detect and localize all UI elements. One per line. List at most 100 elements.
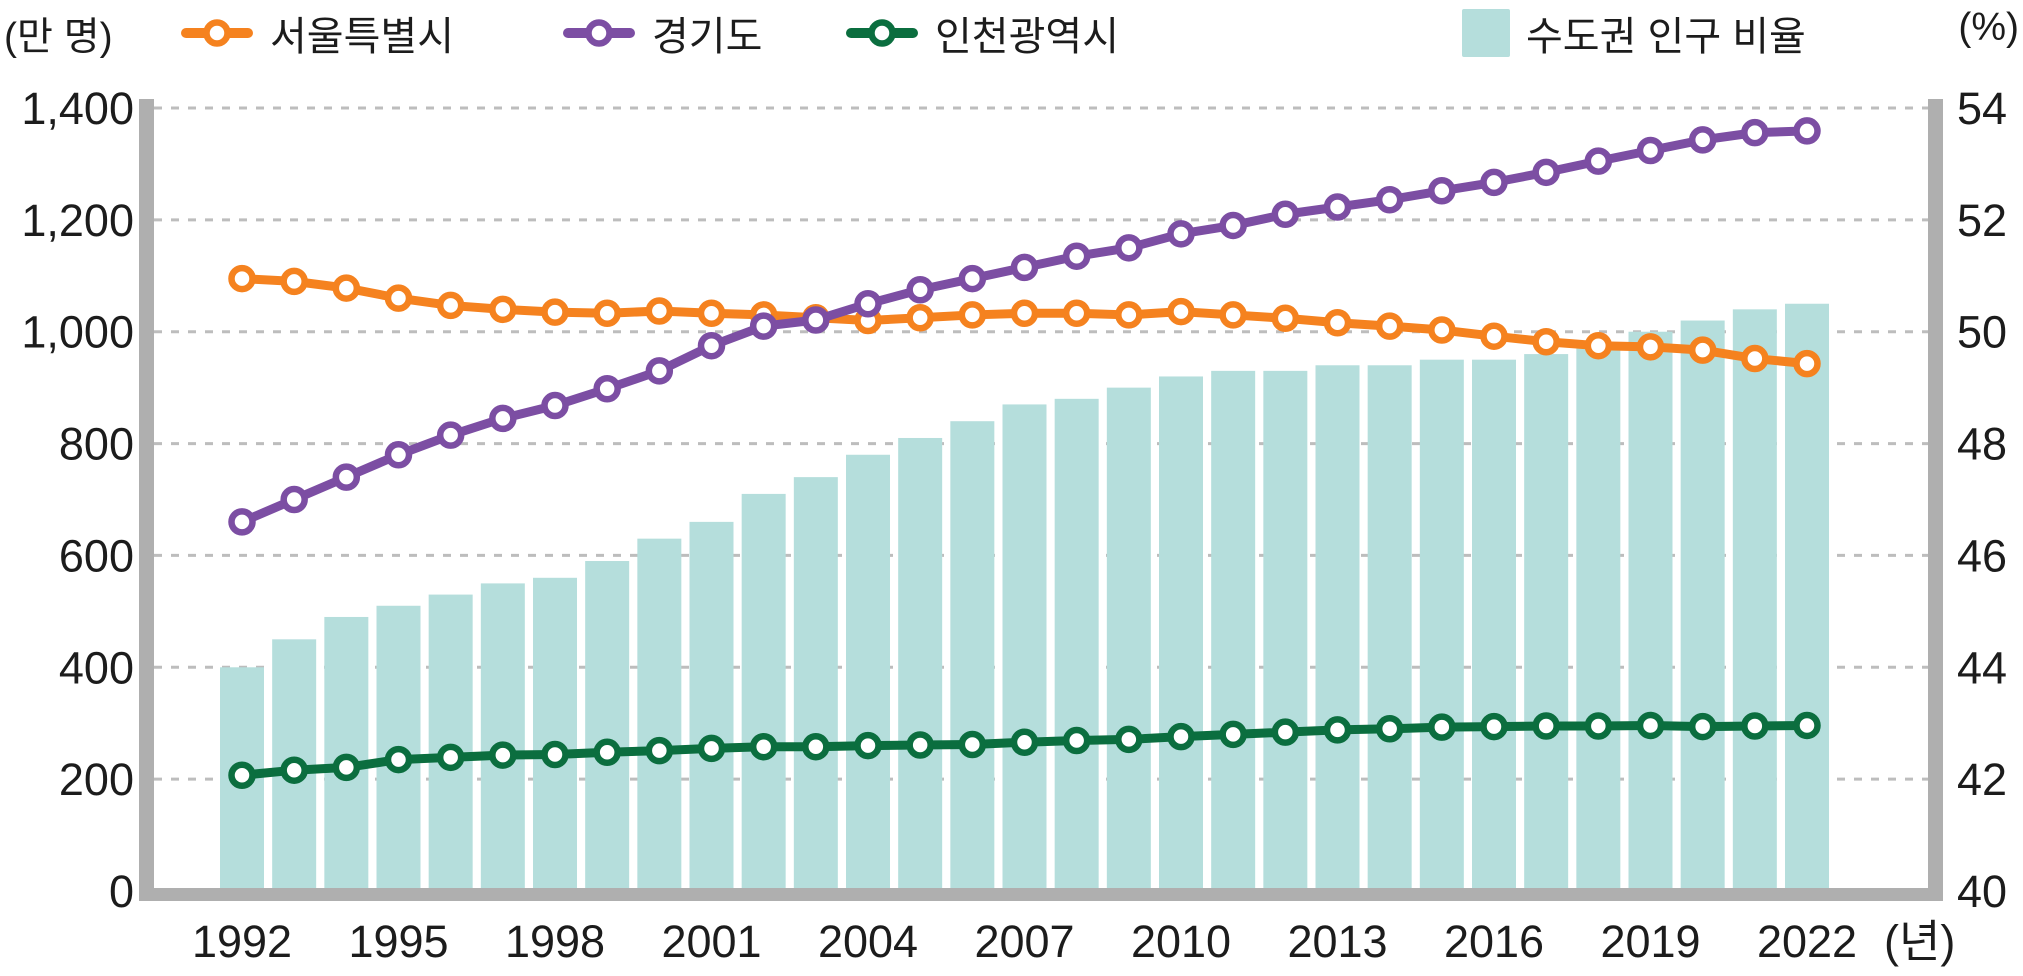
data-point-2-2010 [1167, 722, 1195, 751]
line-marker-icon-seoul [181, 19, 253, 47]
data-point-1-2006 [958, 264, 987, 293]
x-tick-label: 2019 [1600, 916, 1700, 967]
data-point-2-2012 [1271, 718, 1300, 746]
bar-2006 [950, 421, 995, 888]
data-point-0-2011 [1219, 301, 1247, 329]
x-tick-label: 2016 [1444, 916, 1544, 967]
data-point-1-2001 [697, 331, 726, 360]
data-point-1-2012 [1271, 200, 1300, 229]
bar-2007 [1002, 404, 1047, 888]
data-point-0-1998 [541, 298, 569, 326]
x-tick-label: 2001 [661, 916, 761, 967]
data-point-1-2002 [749, 312, 778, 340]
data-point-0-1997 [489, 295, 517, 324]
data-point-2-1995 [384, 745, 413, 774]
data-point-2-1999 [593, 738, 621, 767]
legend-item-ratio: 수도권 인구 비율 [1462, 4, 1806, 62]
data-point-2-2015 [1428, 713, 1456, 741]
data-point-2-2005 [906, 731, 934, 759]
data-point-0-2005 [906, 303, 934, 332]
legend-label-ratio: 수도권 인구 비율 [1526, 15, 1806, 59]
data-point-0-1994 [332, 274, 361, 302]
x-tick-label: 2010 [1131, 916, 1231, 967]
data-point-0-2012 [1271, 304, 1300, 333]
bar-2000 [637, 538, 682, 888]
data-point-2-1998 [541, 740, 569, 769]
data-point-2-2002 [749, 732, 778, 761]
data-point-1-2005 [906, 276, 934, 304]
bar-1996 [428, 594, 473, 888]
data-point-0-1992 [228, 264, 256, 293]
bar-2003 [793, 477, 838, 888]
data-point-0-2017 [1532, 328, 1560, 356]
data-point-1-2016 [1480, 168, 1508, 197]
data-point-0-1995 [384, 284, 413, 312]
data-point-0-2020 [1688, 336, 1717, 364]
bar-swatch-icon [1462, 9, 1510, 57]
y-left-tick-label: 0 [109, 866, 134, 917]
data-point-2-2013 [1323, 716, 1352, 744]
legend-label-incheon: 인천광역시 [935, 15, 1119, 59]
bar-2005 [898, 437, 943, 888]
data-point-0-2022 [1793, 349, 1821, 378]
x-tick-label: 2004 [818, 916, 918, 967]
data-point-1-1996 [436, 421, 465, 449]
left-axis-unit: (만 명) [4, 16, 113, 59]
data-point-2-2000 [645, 736, 674, 765]
data-point-1-2011 [1219, 211, 1247, 240]
data-point-1-1994 [332, 463, 361, 491]
data-point-1-2010 [1167, 220, 1195, 248]
bar-2022 [1785, 303, 1830, 888]
data-point-1-1998 [541, 391, 569, 420]
data-point-1-2004 [854, 289, 882, 318]
y-left-tick-label: 1,000 [21, 307, 134, 358]
bar-1999 [585, 561, 630, 888]
data-point-0-2015 [1428, 316, 1456, 344]
legend-label-gyeonggi: 경기도 [652, 15, 763, 59]
data-point-0-2021 [1741, 344, 1769, 373]
data-point-0-2000 [645, 297, 674, 325]
data-point-2-1994 [332, 753, 361, 782]
bar-2016 [1472, 359, 1517, 888]
data-point-2-2016 [1480, 712, 1508, 741]
data-point-0-2009 [1115, 301, 1143, 329]
x-tick-label: 1992 [192, 916, 292, 967]
y-right-tick-label: 54 [1957, 83, 2007, 134]
y-right-tick-label: 44 [1957, 642, 2007, 693]
legend-item-incheon: 인천광역시 [845, 4, 1119, 62]
data-point-1-2014 [1375, 185, 1404, 214]
bar-2013 [1315, 365, 1360, 889]
x-tick-label: 1995 [348, 916, 448, 967]
y-right-tick-label: 50 [1957, 307, 2007, 358]
data-point-2-1996 [436, 743, 465, 772]
bar-1994 [324, 616, 369, 888]
data-point-1-2022 [1793, 117, 1821, 145]
legend-item-seoul: 서울특별시 [180, 4, 454, 62]
line-marker-icon-gyeonggi [563, 19, 635, 47]
bar-2002 [741, 493, 786, 888]
data-point-2-2017 [1532, 712, 1560, 740]
data-point-0-2008 [1062, 299, 1091, 328]
x-tick-label: 2022 [1757, 916, 1857, 967]
y-left-tick-label: 800 [59, 419, 134, 470]
data-point-0-2018 [1584, 331, 1613, 360]
data-point-1-2003 [802, 306, 830, 334]
data-point-2-2014 [1375, 715, 1404, 743]
bar-2014 [1367, 365, 1412, 889]
x-tick-label: 1998 [505, 916, 605, 967]
x-tick-label: 2007 [974, 916, 1074, 967]
x-tick-label: 2013 [1287, 916, 1387, 967]
data-point-2-2006 [958, 730, 987, 759]
data-point-2-2007 [1010, 728, 1039, 756]
data-point-1-2000 [645, 357, 674, 385]
y-right-tick-label: 40 [1957, 866, 2007, 917]
bar-2018 [1576, 348, 1621, 889]
data-point-1-1999 [593, 375, 621, 403]
data-point-1-1992 [228, 508, 256, 536]
data-point-0-2016 [1480, 322, 1508, 350]
data-point-0-1996 [436, 291, 465, 320]
data-point-1-2008 [1062, 242, 1091, 270]
y-left-tick-label: 1,400 [21, 83, 134, 134]
legend-item-gyeonggi: 경기도 [562, 4, 762, 62]
